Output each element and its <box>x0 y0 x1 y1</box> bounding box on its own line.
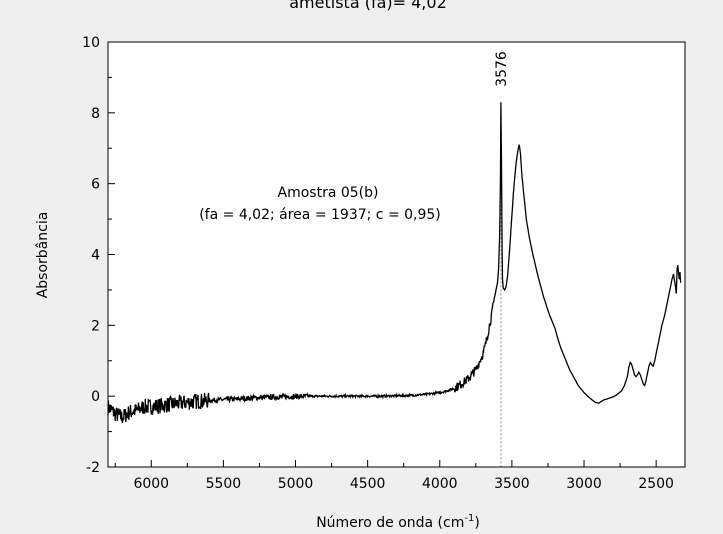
y-tick-label: 2 <box>91 318 100 334</box>
x-tick-label: 6000 <box>133 476 169 492</box>
x-tick-label: 3500 <box>494 476 530 492</box>
x-axis-title: Número de onda (cm-1) <box>316 513 480 531</box>
y-axis: -2 0 2 4 6 8 10 <box>82 35 115 476</box>
y-tick-label: 0 <box>91 389 100 405</box>
chart-title: ametista (fa)= 4,02 <box>289 0 447 12</box>
peak-label: 3576 <box>494 51 510 87</box>
x-axis: 6000 5500 5000 4500 4000 3500 3000 2500 <box>114 460 674 492</box>
x-tick-label: 5000 <box>278 476 314 492</box>
y-tick-label: 4 <box>91 248 100 264</box>
y-axis-title: Absorbância <box>35 212 51 299</box>
y-tick-label: 6 <box>91 177 100 193</box>
x-tick-label: 3000 <box>566 476 602 492</box>
absorbance-series-line <box>107 102 682 424</box>
x-tick-label: 2500 <box>638 476 674 492</box>
annotation-params: (fa = 4,02; área = 1937; c = 0,95) <box>199 207 441 223</box>
y-tick-label: -2 <box>86 460 100 476</box>
x-tick-label: 4000 <box>422 476 458 492</box>
x-tick-label: 5500 <box>206 476 242 492</box>
plot-frame <box>107 41 686 468</box>
annotation-sample: Amostra 05(b) <box>278 185 379 201</box>
x-tick-label: 4500 <box>350 476 386 492</box>
y-tick-label: 10 <box>82 35 100 51</box>
y-tick-label: 8 <box>91 106 100 122</box>
